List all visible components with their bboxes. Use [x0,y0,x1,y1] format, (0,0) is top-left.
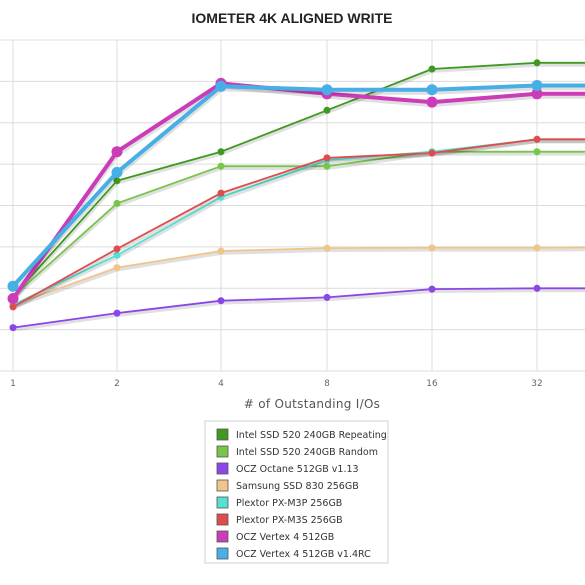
legend-items: Intel SSD 520 240GB Repeating Intel SSD 5… [216,428,387,560]
x-tick-labels: 1248163264 [10,379,543,389]
data-point [217,297,225,305]
series-plextor-px-m3s-256gb [9,135,585,311]
legend-label: OCZ Octane 512GB v1.13 [236,464,359,475]
x-tick-label: 2 [114,379,120,389]
x-tick-label: 16 [426,379,438,389]
series-line [11,83,585,288]
series-ocz-octane-512gb-v1-13 [9,284,585,332]
data-point [7,280,19,292]
data-point [9,324,17,332]
data-point [428,149,436,157]
data-point [323,154,331,162]
data-point [217,148,225,156]
data-point [215,80,227,92]
series-ocz-vertex-4-512gb-v1-4rc [7,80,585,292]
data-point [426,96,438,108]
data-point [428,65,436,73]
data-point [217,247,225,255]
data-point [7,293,19,305]
legend-item: OCZ Vertex 4 512GB [216,530,334,543]
legend-item: OCZ Vertex 4 512GB v1.4RC [216,547,371,560]
data-point [426,84,438,96]
legend-swatch [216,428,229,441]
x-tick-label: 32 [531,379,542,389]
legend: Intel SSD 520 240GB Repeating Intel SSD 5… [204,420,389,564]
legend-label: Intel SSD 520 240GB Random [236,447,378,458]
data-point [531,80,543,91]
grid-lines [0,39,585,372]
data-point [531,88,543,100]
series-samsung-ssd-830-256gb [9,244,585,309]
legend-box [204,420,389,564]
data-point [533,135,541,143]
x-tick-label: 4 [218,379,224,389]
data-point [9,303,17,311]
series-line [12,287,585,329]
data-point [217,162,225,170]
series-lines [7,59,585,332]
legend-item: Plextor PX-M3P 256GB [216,496,342,509]
legend-label: Plextor PX-M3S 256GB [236,515,343,526]
data-point [321,84,333,96]
legend-swatch [216,479,229,492]
data-point [113,251,121,259]
series-shadow [12,288,585,332]
data-point [533,148,541,156]
legend-swatch [216,462,229,475]
data-point [217,189,225,197]
legend-swatch [216,445,229,458]
legend-label: Intel SSD 520 240GB Repeating [236,430,387,441]
data-point [428,244,436,252]
legend-item: OCZ Octane 512GB v1.13 [216,462,359,475]
data-point [113,199,121,207]
legend-item: Plextor PX-M3S 256GB [216,513,343,526]
chart-title: IOMETER 4K ALIGNED WRITE [192,10,393,26]
data-point [323,106,331,114]
x-axis-label: # of Outstanding I/Os [244,397,381,411]
data-point [323,162,331,170]
data-point [113,245,121,253]
data-point [111,146,123,158]
legend-label: OCZ Vertex 4 512GB v1.4RC [236,549,371,560]
legend-swatch [216,496,229,509]
data-point [113,309,121,317]
legend-item: Samsung SSD 830 256GB [216,479,359,492]
data-point [113,177,121,185]
data-point [533,284,541,292]
data-point [533,59,541,67]
legend-swatch [216,530,229,543]
legend-swatch [216,547,229,560]
x-tick-label: 8 [324,379,330,389]
data-point [323,293,331,301]
legend-item: Intel SSD 520 240GB Random [216,445,378,458]
data-point [533,244,541,252]
data-point [428,285,436,293]
data-point [323,244,331,252]
data-point [111,166,123,178]
legend-item: Intel SSD 520 240GB Repeating [216,428,387,441]
legend-label: Plextor PX-M3P 256GB [236,498,342,509]
data-point [113,264,121,272]
legend-label: OCZ Vertex 4 512GB [236,532,334,543]
legend-swatch [216,513,229,526]
legend-label: Samsung SSD 830 256GB [236,481,359,492]
x-tick-label: 1 [10,379,16,389]
